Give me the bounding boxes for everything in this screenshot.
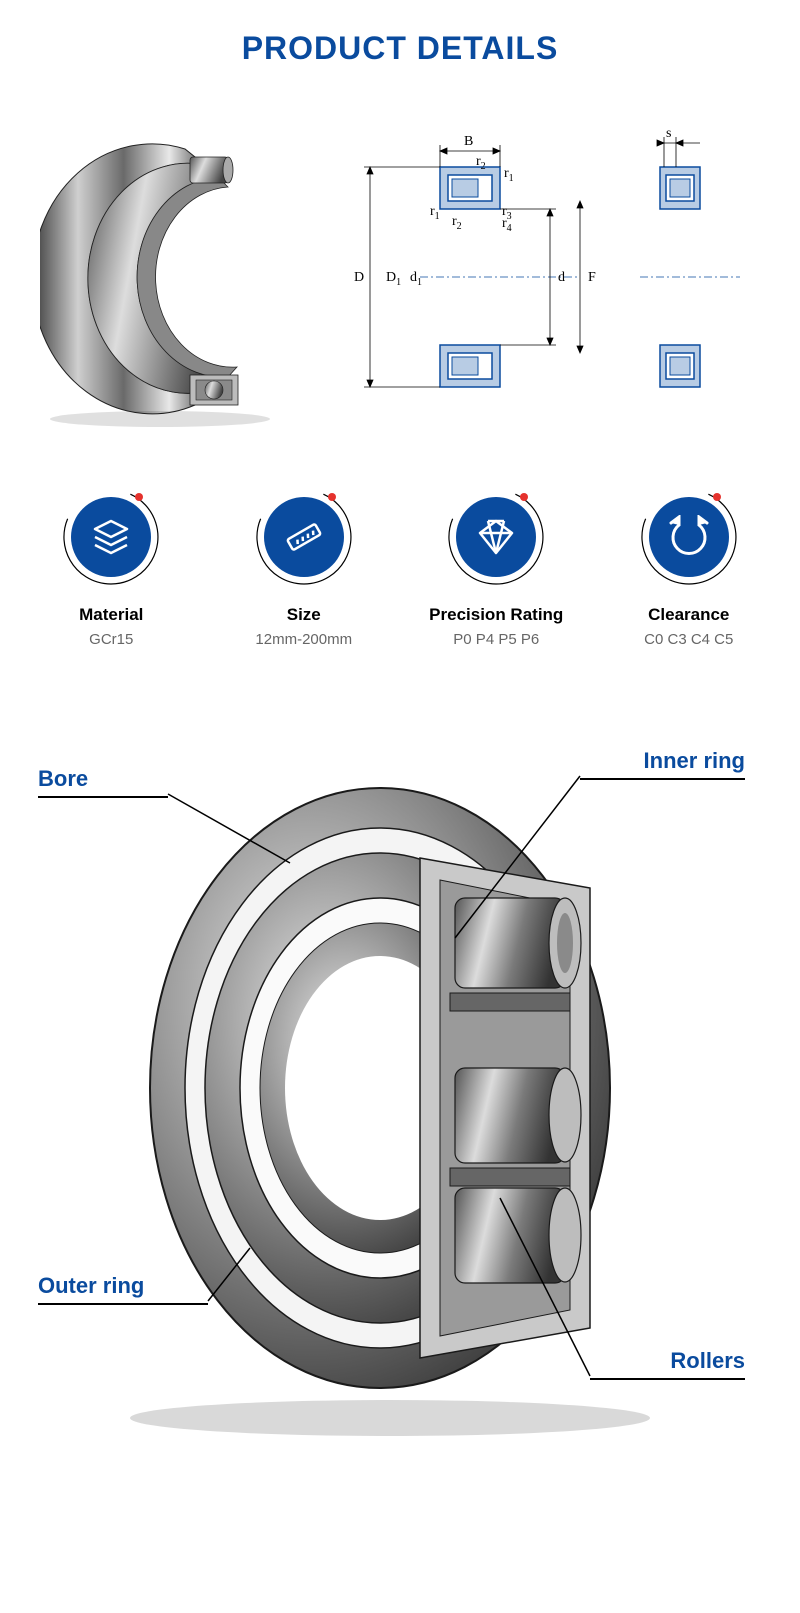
svg-text:D1: D1 <box>386 270 401 288</box>
feature-label: Size <box>213 605 396 625</box>
feature-ruler: Size 12mm-200mm <box>213 487 396 648</box>
svg-text:B: B <box>464 134 473 149</box>
feature-rotate: Clearance C0 C3 C4 C5 <box>598 487 781 648</box>
feature-label: Clearance <box>598 605 781 625</box>
svg-text:D: D <box>354 270 364 285</box>
svg-text:d: d <box>558 270 565 285</box>
page-title: PRODUCT DETAILS <box>0 0 800 107</box>
callout-inner_ring: Inner ring <box>580 748 745 780</box>
anatomy-diagram: Bore Inner ring Outer ring Rollers <box>0 718 800 1458</box>
svg-text:F: F <box>588 270 596 285</box>
bearing-3d-render <box>40 127 300 427</box>
feature-icon-wrap <box>446 487 546 587</box>
feature-label: Precision Rating <box>405 605 588 625</box>
svg-text:d1: d1 <box>410 270 422 288</box>
feature-label: Material <box>20 605 203 625</box>
layers-icon <box>71 497 151 577</box>
feature-diamond: Precision Rating P0 P4 P5 P6 <box>405 487 588 648</box>
svg-text:r1: r1 <box>504 166 514 184</box>
feature-value: C0 C3 C4 C5 <box>598 631 781 648</box>
svg-text:r2: r2 <box>452 214 462 232</box>
feature-value: 12mm-200mm <box>213 631 396 648</box>
feature-icon-wrap <box>61 487 161 587</box>
svg-text:s: s <box>666 127 671 141</box>
callout-bore: Bore <box>38 766 168 798</box>
top-diagrams: B s D D1 d1 d F r2 r1 r1 r2 r3 r4 <box>0 107 800 447</box>
feature-icon-wrap <box>639 487 739 587</box>
svg-text:r1: r1 <box>430 204 440 222</box>
rotate-icon <box>649 497 729 577</box>
diamond-icon <box>456 497 536 577</box>
callout-rollers: Rollers <box>590 1348 745 1380</box>
feature-layers: Material GCr15 <box>20 487 203 648</box>
feature-value: P0 P4 P5 P6 <box>405 631 588 648</box>
feature-row: Material GCr15 Size 12mm-200mm Precision… <box>0 447 800 678</box>
callout-outer_ring: Outer ring <box>38 1273 208 1305</box>
feature-value: GCr15 <box>20 631 203 648</box>
technical-drawing: B s D D1 d1 d F r2 r1 r1 r2 r3 r4 <box>340 127 760 427</box>
feature-icon-wrap <box>254 487 354 587</box>
ruler-icon <box>264 497 344 577</box>
